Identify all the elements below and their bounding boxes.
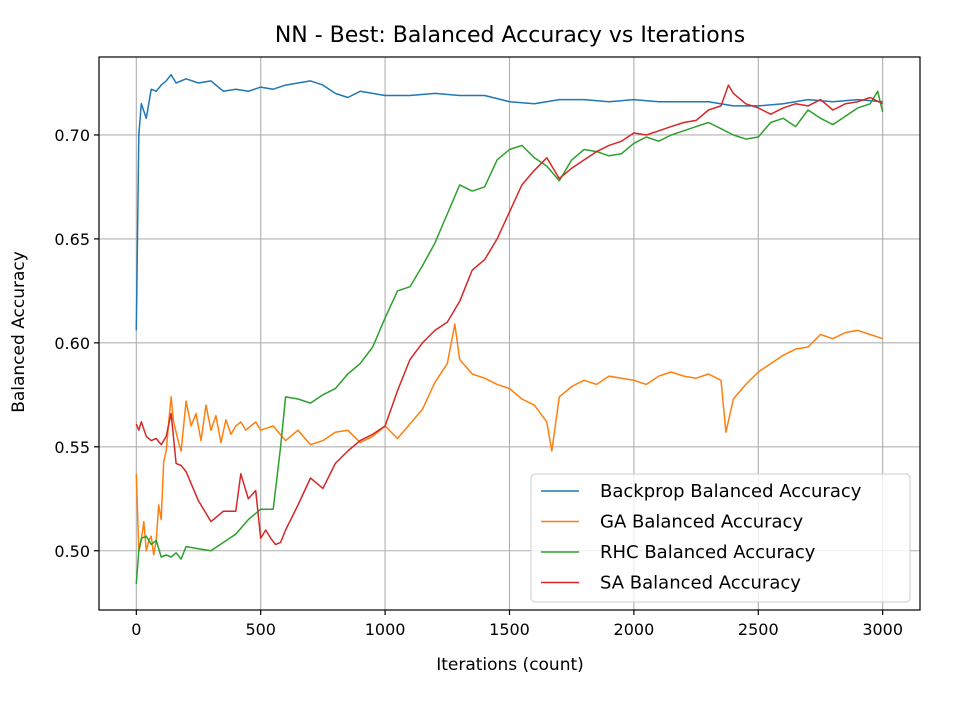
legend-label: GA Balanced Accuracy xyxy=(600,512,803,533)
legend-box xyxy=(530,473,911,603)
y-axis-ticks: 0.50 0.55 0.60 0.65 0.70 xyxy=(54,126,99,561)
y-tick-label: 0.65 xyxy=(54,230,90,249)
series-lines xyxy=(135,73,884,585)
x-tick-label: 1500 xyxy=(489,620,530,639)
x-axis-label: Iterations (count) xyxy=(436,655,584,675)
legend: Backprop Balanced Accuracy GA Balanced Ac… xyxy=(530,473,911,603)
series-line-ga xyxy=(135,323,883,556)
legend-label: Backprop Balanced Accuracy xyxy=(600,481,862,502)
grid-lines xyxy=(99,57,920,610)
x-tick-label: 0 xyxy=(131,620,141,639)
x-tick-label: 2000 xyxy=(614,620,655,639)
series-line-rhc xyxy=(135,90,884,585)
x-tick-label: 1000 xyxy=(365,620,406,639)
y-tick-label: 0.55 xyxy=(54,438,90,457)
series-line-backprop xyxy=(135,73,883,331)
series-line-sa xyxy=(135,84,884,546)
x-tick-label: 3000 xyxy=(862,620,903,639)
legend-label: SA Balanced Accuracy xyxy=(600,573,801,594)
y-tick-label: 0.60 xyxy=(54,334,90,353)
x-tick-label: 2500 xyxy=(738,620,779,639)
x-tick-label: 500 xyxy=(245,620,276,639)
x-axis-ticks: 0 500 1000 1500 2000 2500 3000 xyxy=(131,610,903,639)
y-axis-label: Balanced Accuracy xyxy=(9,251,29,413)
legend-label: RHC Balanced Accuracy xyxy=(600,542,816,563)
y-tick-label: 0.50 xyxy=(54,542,90,561)
chart-title: NN - Best: Balanced Accuracy vs Iteratio… xyxy=(275,23,745,48)
y-tick-label: 0.70 xyxy=(54,126,90,145)
